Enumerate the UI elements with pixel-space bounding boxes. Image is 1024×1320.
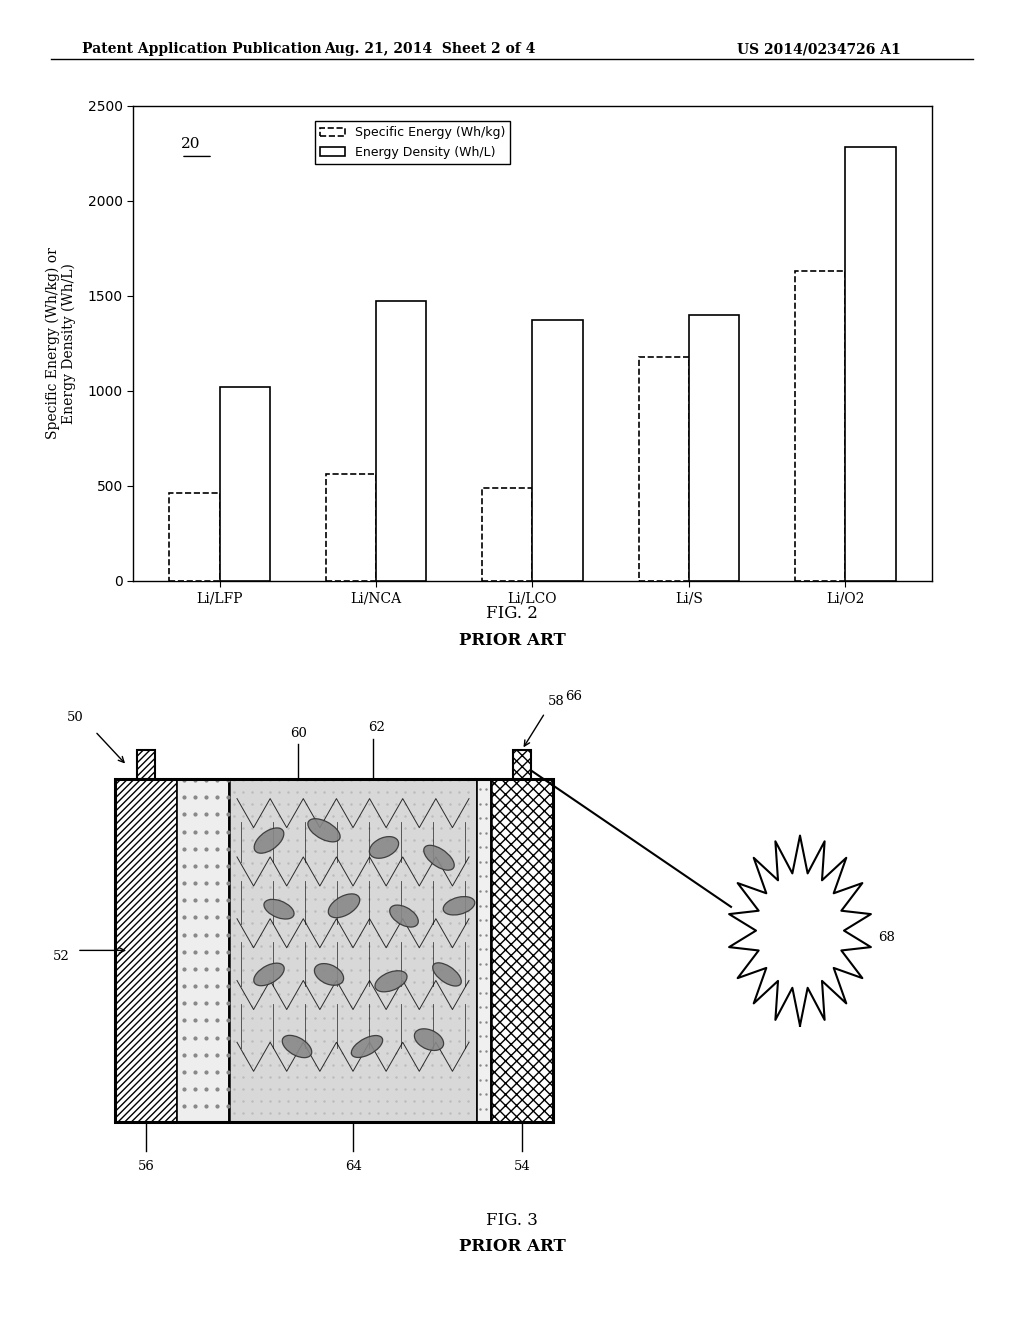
Bar — [532, 321, 583, 581]
Ellipse shape — [329, 894, 359, 917]
Y-axis label: Specific Energy (Wh/kg) or
Energy Density (Wh/L): Specific Energy (Wh/kg) or Energy Densit… — [45, 247, 77, 440]
Ellipse shape — [375, 970, 408, 991]
Text: 62: 62 — [368, 721, 385, 734]
Text: 52: 52 — [53, 949, 70, 962]
Bar — [490, 779, 553, 1122]
Text: Aug. 21, 2014  Sheet 2 of 4: Aug. 21, 2014 Sheet 2 of 4 — [325, 42, 536, 57]
Text: Patent Application Publication: Patent Application Publication — [82, 42, 322, 57]
Text: 50: 50 — [67, 710, 84, 723]
Text: 68: 68 — [878, 931, 895, 944]
Text: FIG. 2: FIG. 2 — [486, 606, 538, 622]
Text: FIG. 3: FIG. 3 — [486, 1212, 538, 1229]
Ellipse shape — [283, 1035, 311, 1057]
Bar — [482, 487, 532, 581]
Text: 66: 66 — [565, 689, 582, 702]
Ellipse shape — [308, 818, 340, 842]
Ellipse shape — [433, 962, 462, 986]
Text: 20: 20 — [181, 137, 201, 152]
Bar — [169, 494, 219, 581]
Bar — [229, 779, 477, 1122]
Text: PRIOR ART: PRIOR ART — [459, 632, 565, 648]
Ellipse shape — [370, 837, 398, 858]
Bar — [115, 779, 553, 1122]
Bar — [219, 387, 269, 581]
Bar — [376, 301, 426, 581]
Bar — [137, 750, 155, 779]
Bar — [177, 779, 229, 1122]
Legend: Specific Energy (Wh/kg), Energy Density (Wh/L): Specific Energy (Wh/kg), Energy Density … — [315, 121, 510, 164]
Text: 54: 54 — [514, 1159, 530, 1172]
Ellipse shape — [443, 896, 475, 915]
Bar — [477, 779, 490, 1122]
Ellipse shape — [390, 906, 418, 927]
Bar — [796, 271, 846, 581]
Bar — [846, 148, 896, 581]
Bar — [326, 474, 376, 581]
Text: 60: 60 — [291, 726, 307, 739]
Text: 56: 56 — [138, 1159, 155, 1172]
Ellipse shape — [254, 964, 285, 986]
Bar — [115, 779, 177, 1122]
Bar — [639, 356, 689, 581]
Ellipse shape — [415, 1028, 443, 1051]
Ellipse shape — [351, 1035, 383, 1057]
Polygon shape — [729, 836, 870, 1026]
Ellipse shape — [254, 828, 284, 853]
Text: 58: 58 — [548, 694, 565, 708]
Bar — [513, 750, 531, 779]
Ellipse shape — [314, 964, 344, 985]
Ellipse shape — [264, 899, 294, 919]
Bar — [689, 314, 739, 581]
Text: 64: 64 — [345, 1159, 361, 1172]
Text: PRIOR ART: PRIOR ART — [459, 1238, 565, 1255]
Ellipse shape — [424, 845, 455, 870]
Text: US 2014/0234726 A1: US 2014/0234726 A1 — [737, 42, 901, 57]
